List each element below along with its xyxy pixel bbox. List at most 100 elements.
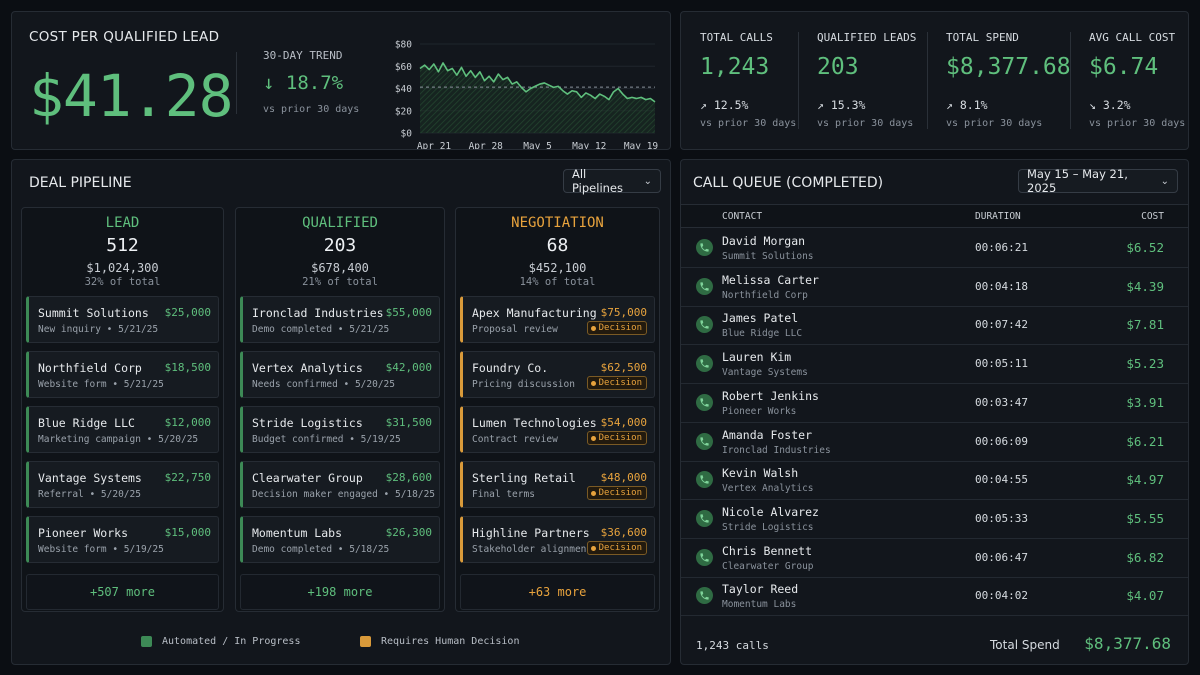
header-duration[interactable]: DURATION	[975, 211, 1021, 222]
deal-card[interactable]: Momentum Labs $26,300 Demo completed • 5…	[240, 516, 440, 563]
deal-value: $22,750	[164, 471, 211, 484]
deal-name: Vantage Systems	[38, 471, 142, 485]
deal-card[interactable]: Ironclad Industries $55,000 Demo complet…	[240, 296, 440, 343]
deal-card[interactable]: Lumen Technologies $54,000 Contract revi…	[460, 406, 655, 453]
contact-name: Chris Bennett	[722, 543, 813, 558]
deal-card[interactable]: Blue Ridge LLC $12,000 Marketing campaig…	[26, 406, 219, 453]
y-tick-label: $20	[395, 106, 412, 117]
table-header: CONTACT DURATION COST	[681, 204, 1188, 228]
kpi-label: TOTAL SPEND	[946, 31, 1019, 44]
table-row[interactable]: Robert Jenkins Pioneer Works 00:03:47 $3.91	[681, 383, 1188, 423]
column-count: 512	[106, 235, 139, 256]
deal-status: Stakeholder alignment	[472, 544, 593, 555]
legend-swatch	[141, 636, 152, 647]
deal-name: Pioneer Works	[38, 526, 129, 540]
call-duration: 00:05:11	[975, 357, 1028, 371]
phone-icon	[696, 548, 713, 566]
deal-value: $55,000	[385, 306, 432, 319]
deal-card[interactable]: Foundry Co. $62,500 Pricing discussion D…	[460, 351, 655, 398]
date-range-value: May 15 – May 21, 2025	[1027, 167, 1128, 195]
table-row[interactable]: Lauren Kim Vantage Systems 00:05:11 $5.23	[681, 344, 1188, 385]
trend-subtitle: vs prior 30 days	[263, 104, 360, 115]
contact-company: Ironclad Industries	[722, 444, 831, 456]
kpi-delta: ↘ 3.2%	[1089, 98, 1131, 112]
call-cost: $7.81	[1126, 317, 1164, 333]
deal-name: Foundry Co.	[472, 361, 549, 375]
table-row[interactable]: James Patel Blue Ridge LLC 00:07:42 $7.81	[681, 305, 1188, 346]
contact-company: Summit Solutions	[722, 251, 814, 262]
deal-status: Demo completed • 5/21/25	[252, 324, 390, 335]
table-row[interactable]: Chris Bennett Clearwater Group 00:06:47 $6.…	[681, 538, 1188, 578]
pipeline-column-lead: LEAD 512 $1,024,300 32% of total Summit …	[21, 207, 224, 612]
table-row[interactable]: Kevin Walsh Vertex Analytics 00:04:55 $4.97	[681, 460, 1188, 501]
call-duration: 00:03:47	[975, 395, 1028, 409]
contact-company: Vantage Systems	[722, 367, 808, 379]
show-more-link[interactable]: +198 more	[240, 574, 440, 610]
call-cost: $4.39	[1126, 278, 1164, 294]
divider	[798, 32, 799, 129]
deal-card[interactable]: Clearwater Group $28,600 Decision maker …	[240, 461, 440, 508]
deal-card[interactable]: Apex Manufacturing $75,000 Proposal revi…	[460, 296, 655, 343]
deal-card[interactable]: Vantage Systems $22,750 Referral • 5/20/…	[26, 461, 219, 508]
phone-icon	[696, 509, 713, 527]
header-contact[interactable]: CONTACT	[722, 211, 763, 222]
table-row[interactable]: Taylor Reed Momentum Labs 00:04:02 $4.07	[681, 576, 1188, 617]
queue-footer: 1,243 calls Total Spend $8,377.68	[681, 624, 1188, 666]
chevron-down-icon: ⌄	[643, 175, 652, 187]
cpql-value: $41.28	[29, 62, 234, 130]
trend-chart: $80 $60 $40 $20 $0 Apr 21 Apr 28 May 5 May 12 May…	[395, 40, 659, 150]
deal-card[interactable]: Highline Partners $36,600 Stakeholder al…	[460, 516, 655, 563]
deal-name: Sterling Retail	[472, 471, 576, 485]
legend-item-automated: Automated / In Progress	[141, 636, 300, 647]
contact-name: Robert Jenkins	[722, 388, 819, 403]
deal-name: Apex Manufacturing	[472, 306, 597, 320]
deal-value: $25,000	[164, 306, 211, 319]
deal-name: Blue Ridge LLC	[38, 416, 135, 430]
y-tick-label: $60	[395, 62, 412, 73]
deal-name: Vertex Analytics	[252, 361, 363, 375]
table-row[interactable]: Amanda Foster Ironclad Industries 00:06:09…	[681, 422, 1188, 462]
show-more-link[interactable]: +507 more	[26, 574, 219, 610]
deal-status: Needs confirmed • 5/20/25	[252, 379, 395, 390]
deal-card[interactable]: Northfield Corp $18,500 Website form • 5…	[26, 351, 219, 398]
deal-value: $26,300	[385, 526, 432, 539]
contact-name: Amanda Foster	[722, 427, 813, 442]
kpi-value: 203	[817, 54, 859, 80]
deal-status: Final terms	[472, 489, 535, 500]
deal-card[interactable]: Sterling Retail $48,000 Final terms Deci…	[460, 461, 655, 508]
x-tick-label: May 12	[572, 141, 606, 149]
date-range-select[interactable]: May 15 – May 21, 2025 ⌄	[1018, 167, 1178, 195]
deal-value: $62,500	[600, 361, 647, 374]
column-name: NEGOTIATION	[511, 215, 604, 231]
kpi-subtitle: vs prior 30 days	[817, 118, 914, 129]
series-line	[419, 62, 656, 103]
y-tick-label: $80	[395, 40, 412, 51]
pipeline-filter-select[interactable]: All Pipelines ⌄	[563, 167, 661, 195]
contact-company: Northfield Corp	[722, 289, 808, 301]
phone-icon	[696, 432, 713, 450]
table-row[interactable]: David Morgan Summit Solutions 00:06:21 $6.5…	[681, 228, 1188, 268]
contact-name: Taylor Reed	[722, 582, 799, 597]
contact-company: Blue Ridge LLC	[722, 328, 803, 340]
deal-name: Lumen Technologies	[472, 416, 597, 430]
contact-company: Vertex Analytics	[722, 483, 814, 495]
deal-card[interactable]: Stride Logistics $31,500 Budget confirme…	[240, 406, 440, 453]
table-row[interactable]: Melissa Carter Northfield Corp 00:04:18 $4.…	[681, 267, 1188, 307]
badge-label: Decision	[598, 488, 642, 498]
deal-card[interactable]: Summit Solutions $25,000 New inquiry • 5…	[26, 296, 219, 343]
table-row[interactable]: Nicole Alvarez Stride Logistics 00:05:33 $5…	[681, 499, 1188, 539]
column-percent: 32% of total	[84, 276, 161, 288]
header-cost[interactable]: COST	[1141, 211, 1164, 222]
contact-company: Stride Logistics	[722, 521, 814, 533]
badge-label: Decision	[598, 433, 642, 443]
kpi-label: QUALIFIED LEADS	[817, 31, 917, 44]
deal-value: $12,000	[164, 416, 211, 429]
deal-name: Summit Solutions	[38, 306, 149, 320]
kpi-value: $8,377.68	[946, 54, 1071, 80]
call-cost: $4.07	[1126, 588, 1164, 604]
deal-card[interactable]: Pioneer Works $15,000 Website form • 5/1…	[26, 516, 219, 563]
deal-name: Northfield Corp	[38, 361, 142, 375]
show-more-link[interactable]: +63 more	[460, 574, 655, 610]
deal-card[interactable]: Vertex Analytics $42,000 Needs confirmed…	[240, 351, 440, 398]
contact-company: Clearwater Group	[722, 560, 814, 572]
